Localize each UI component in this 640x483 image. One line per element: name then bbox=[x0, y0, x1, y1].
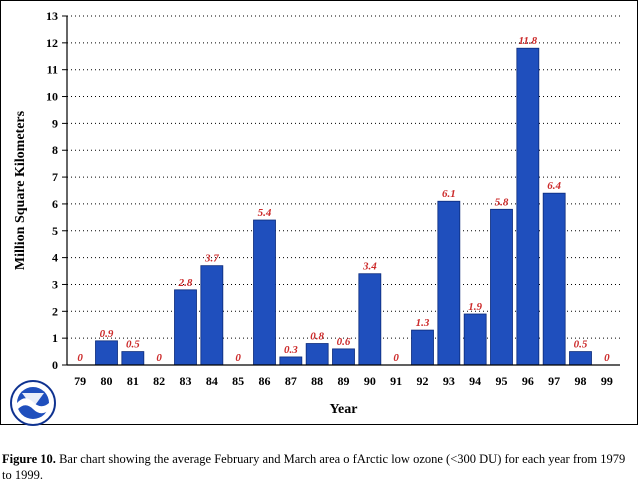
data-label: 0.5 bbox=[574, 339, 588, 351]
y-axis-title: Million Square Kilometers bbox=[13, 110, 28, 270]
data-label: 0 bbox=[156, 352, 162, 364]
y-tick-label: 4 bbox=[52, 251, 58, 265]
bar bbox=[490, 208, 513, 366]
bars bbox=[95, 47, 592, 366]
data-label: 0.9 bbox=[100, 328, 114, 340]
y-tick-label: 9 bbox=[52, 116, 58, 130]
x-tick-label: 94 bbox=[469, 374, 481, 388]
y-tick-label: 7 bbox=[52, 170, 58, 184]
bar bbox=[463, 313, 487, 366]
bar bbox=[121, 351, 145, 366]
x-tick-label: 83 bbox=[180, 374, 192, 388]
x-tick-label: 96 bbox=[522, 374, 534, 388]
x-tick-label: 80 bbox=[101, 374, 113, 388]
y-tick-label: 13 bbox=[46, 9, 58, 23]
bar bbox=[358, 273, 382, 366]
bar bbox=[437, 200, 461, 366]
data-label: 0 bbox=[235, 352, 241, 364]
x-tick-label: 79 bbox=[74, 374, 86, 388]
data-label: 3.4 bbox=[362, 261, 377, 273]
bar bbox=[542, 192, 566, 366]
data-labels: 0 0.9 0.5 0 2.8 3.7 0 5.4 0.3 0.8 0.6 3.4 0 1.3 6.1 1.9… bbox=[77, 35, 610, 364]
x-tick-label: 87 bbox=[285, 374, 297, 388]
data-label: 0.6 bbox=[337, 336, 351, 348]
data-label: 3.7 bbox=[204, 253, 219, 265]
data-label: 1.3 bbox=[416, 317, 430, 329]
x-tick-label: 86 bbox=[259, 374, 271, 388]
bar bbox=[95, 340, 118, 366]
y-tick-label: 12 bbox=[46, 36, 58, 50]
bar bbox=[332, 348, 355, 366]
x-tick-label: 89 bbox=[338, 374, 350, 388]
x-tick-label: 82 bbox=[153, 374, 165, 388]
bar bbox=[174, 289, 197, 366]
x-tick-label: 92 bbox=[417, 374, 429, 388]
bar bbox=[253, 219, 276, 366]
caption-text: Bar chart showing the average February a… bbox=[2, 452, 626, 482]
data-label: 6.1 bbox=[442, 188, 456, 200]
data-label: 0.8 bbox=[310, 331, 324, 343]
y-tick-label: 11 bbox=[47, 63, 58, 77]
bar bbox=[305, 343, 329, 366]
bar bbox=[569, 351, 592, 366]
data-label: 0.5 bbox=[126, 339, 140, 351]
caption-label: Figure 10. bbox=[2, 452, 56, 466]
x-tick-label: 99 bbox=[601, 374, 613, 388]
data-label: 6.4 bbox=[547, 180, 561, 192]
x-tick-label: 85 bbox=[232, 374, 244, 388]
data-label: 0 bbox=[393, 352, 399, 364]
y-tick-label: 8 bbox=[52, 143, 58, 157]
y-tick-label: 6 bbox=[52, 197, 58, 211]
data-label: 5.4 bbox=[258, 207, 272, 219]
data-label: 0 bbox=[604, 352, 610, 364]
bar bbox=[200, 265, 224, 366]
data-label: 2.8 bbox=[178, 277, 193, 289]
y-tick-label: 3 bbox=[52, 277, 58, 291]
x-tick-label: 93 bbox=[443, 374, 455, 388]
chart-frame bbox=[0, 0, 638, 425]
noaa-logo bbox=[10, 380, 56, 426]
y-tick-label: 1 bbox=[52, 331, 58, 345]
x-tick-label: 98 bbox=[575, 374, 587, 388]
x-tick-label: 95 bbox=[496, 374, 508, 388]
bar bbox=[279, 356, 303, 366]
x-tick-label: 90 bbox=[364, 374, 376, 388]
x-tick-label: 84 bbox=[206, 374, 218, 388]
x-tick-label: 81 bbox=[127, 374, 139, 388]
data-label: 0 bbox=[77, 352, 83, 364]
bar bbox=[411, 329, 434, 366]
y-tick-label: 0 bbox=[52, 358, 58, 372]
data-label: 0.3 bbox=[284, 344, 298, 356]
x-tick-label: 91 bbox=[390, 374, 402, 388]
data-label: 5.8 bbox=[495, 196, 509, 208]
y-tick-label: 2 bbox=[52, 304, 58, 318]
data-label: 1.9 bbox=[468, 301, 482, 313]
x-tick-label: 88 bbox=[311, 374, 323, 388]
bar bbox=[516, 47, 540, 366]
y-tick-label: 5 bbox=[52, 224, 58, 238]
x-tick-label: 97 bbox=[548, 374, 560, 388]
figure-caption: Figure 10. Bar chart showing the average… bbox=[2, 451, 632, 483]
y-tick-label: 10 bbox=[46, 90, 58, 104]
data-label: 11.8 bbox=[519, 35, 538, 47]
x-axis-title: Year bbox=[330, 402, 358, 417]
